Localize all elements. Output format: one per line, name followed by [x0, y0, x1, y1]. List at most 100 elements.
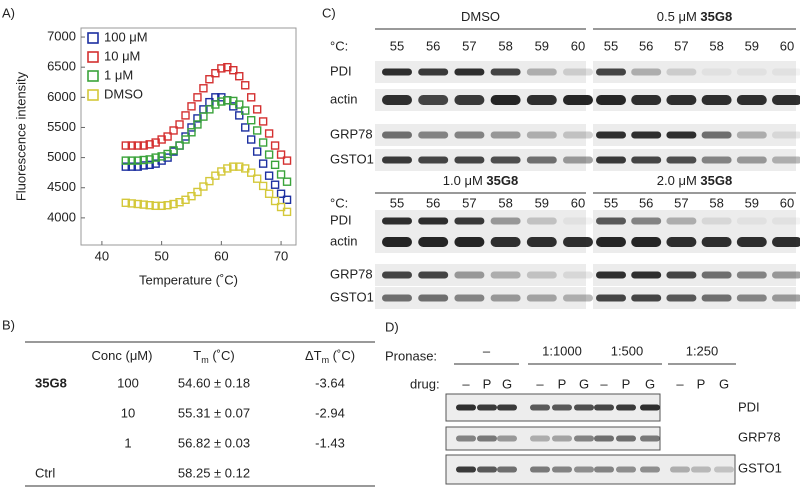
blot-band — [526, 271, 557, 279]
pronase-ratio: – — [483, 343, 491, 358]
blot-row-label: GRP78 — [330, 266, 373, 281]
blot-band — [596, 217, 626, 225]
blot-band — [736, 156, 767, 164]
drug-lane: G — [645, 376, 655, 391]
marker — [139, 141, 148, 150]
marker — [193, 114, 202, 123]
blot-band — [666, 294, 697, 302]
marker — [121, 162, 130, 171]
blot-band — [736, 294, 767, 302]
pronase-ratio: 1:250 — [686, 343, 719, 358]
table-cell: 100 — [117, 375, 139, 390]
blot-band — [497, 466, 517, 473]
blot-strip — [375, 264, 586, 286]
blot-band — [454, 271, 485, 279]
marker — [169, 199, 178, 209]
blot-band — [490, 271, 521, 279]
panel-label: B) — [2, 317, 15, 332]
marker — [264, 129, 274, 138]
blot-band — [701, 294, 732, 302]
condition-drug: 35G8 — [700, 9, 732, 24]
header-subscript: m — [322, 355, 330, 365]
drug-lane: P — [697, 376, 706, 391]
temp-row-label: °C: — [330, 195, 348, 210]
marker — [187, 102, 196, 111]
blot-band — [456, 435, 476, 442]
blot-band — [563, 68, 593, 76]
condition-header: 2.0 μM 35G8 — [657, 173, 732, 188]
blot-band — [526, 156, 557, 164]
temp-label: 60 — [780, 195, 794, 210]
blot-band — [490, 131, 521, 139]
pronase-label: Pronase: — [385, 348, 437, 363]
blot-strip — [593, 210, 796, 232]
blot-band — [631, 294, 662, 302]
drug-lane: P — [483, 376, 492, 391]
blot-band — [631, 237, 662, 247]
table-cell: -3.64 — [315, 375, 345, 390]
temp-label: 59 — [745, 195, 759, 210]
panel-label: D) — [385, 319, 399, 334]
marker — [193, 93, 202, 102]
marker — [127, 156, 136, 165]
blot-band — [772, 68, 800, 76]
table-cell: 10 — [121, 405, 135, 420]
marker — [187, 128, 196, 137]
marker — [270, 141, 280, 150]
marker — [229, 102, 238, 111]
temp-label: 56 — [639, 195, 653, 210]
table-cell: 56.82 ± 0.03 — [178, 435, 250, 450]
table-cell: 54.60 ± 0.18 — [178, 375, 250, 390]
pronase-ratio: 1:500 — [611, 343, 644, 358]
blot-band — [772, 294, 800, 302]
blot-band — [563, 156, 593, 164]
blot-band — [563, 237, 593, 247]
blot-row-label: actin — [330, 233, 357, 248]
blot-band — [418, 294, 449, 302]
temp-label: 55 — [390, 195, 404, 210]
temp-label: 59 — [745, 38, 759, 53]
drug-lane: P — [622, 376, 631, 391]
marker — [258, 181, 268, 191]
drug-lane: G — [579, 376, 589, 391]
blot-band — [772, 237, 800, 247]
condition-prefix: 1.0 μM — [443, 173, 487, 188]
condition-prefix: 2.0 μM — [657, 173, 701, 188]
legend-marker — [87, 70, 99, 82]
condition-prefix: 0.5 μM — [657, 9, 701, 24]
blot-band — [616, 466, 636, 473]
marker — [163, 201, 172, 210]
blot-band — [382, 237, 412, 247]
marker — [276, 150, 286, 159]
condition-drug: 35G8 — [486, 173, 518, 188]
blot-band — [701, 68, 732, 76]
marker — [199, 182, 208, 191]
table-cell: 1 — [124, 435, 131, 450]
marker — [157, 152, 166, 161]
blot-band — [616, 404, 636, 411]
marker — [252, 147, 262, 156]
marker — [258, 117, 268, 126]
x-tick-label: 40 — [95, 248, 109, 263]
blot-band — [530, 404, 550, 411]
temp-label: 58 — [709, 195, 723, 210]
blot-row-label: actin — [330, 91, 357, 106]
blot-band — [574, 404, 594, 411]
marker — [241, 164, 250, 173]
marker — [175, 120, 184, 129]
blot-band — [631, 217, 662, 225]
blot-band — [382, 68, 412, 76]
marker — [282, 207, 292, 217]
header-unit: (˚C) — [209, 348, 235, 363]
blot-band — [596, 95, 626, 105]
blot-band — [563, 217, 593, 225]
marker — [241, 81, 250, 90]
marker — [193, 187, 202, 197]
y-axis-label: Fluorescence intensity — [13, 71, 28, 201]
plot-frame — [80, 27, 297, 246]
header-subscript: m — [201, 355, 209, 365]
blot-band — [666, 95, 697, 105]
temp-label: 57 — [462, 195, 476, 210]
marker — [169, 126, 178, 135]
